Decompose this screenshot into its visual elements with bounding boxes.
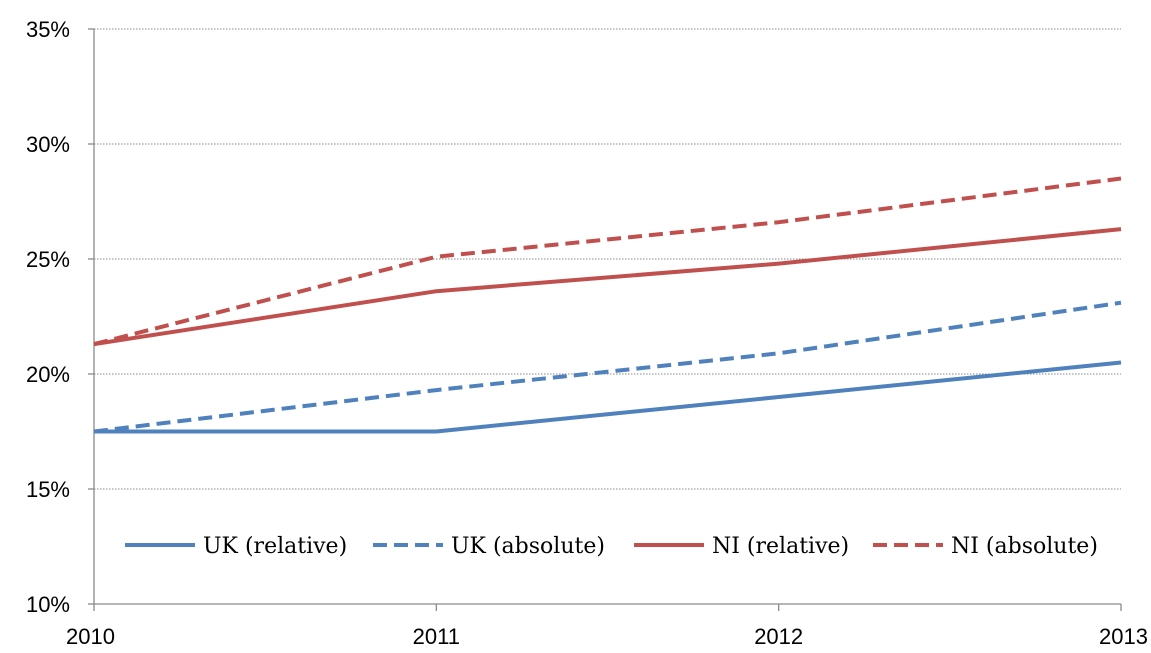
legend-item: NI (relative) [634,534,849,559]
legend-item: UK (relative) [125,534,347,559]
y-tick-label: 25% [26,247,70,272]
axes: 10% 15% 20% 25% 30% 35% 2010 2011 2012 2013 [26,17,1148,649]
series-line-uk-absolute [93,300,1122,434]
series-line-ni-relative [93,227,1122,347]
legend-item: NI (absolute) [873,534,1098,559]
legend-item: UK (absolute) [373,534,605,559]
x-tick-label: 2013 [1099,624,1148,648]
legend-label: NI (absolute) [951,534,1098,559]
x-tick-label: 2010 [66,624,115,648]
legend: UK (relative) UK (absolute) NI (relative) N… [125,534,1098,559]
y-tick-label: 35% [26,17,70,42]
legend-label: NI (relative) [712,534,849,559]
legend-label: UK (relative) [203,534,347,559]
y-tick-label: 30% [26,132,70,157]
y-tick-label: 20% [26,362,70,387]
legend-label: UK (absolute) [451,534,605,559]
series-lines [93,176,1122,434]
x-tick-label: 2011 [413,624,460,648]
y-tick-label: 10% [26,592,70,617]
series-line-uk-relative [94,360,1122,434]
gridlines [94,28,1121,490]
y-tick-label: 15% [26,477,70,502]
x-tick-label: 2012 [754,624,803,648]
series-line-ni-absolute [93,176,1122,347]
